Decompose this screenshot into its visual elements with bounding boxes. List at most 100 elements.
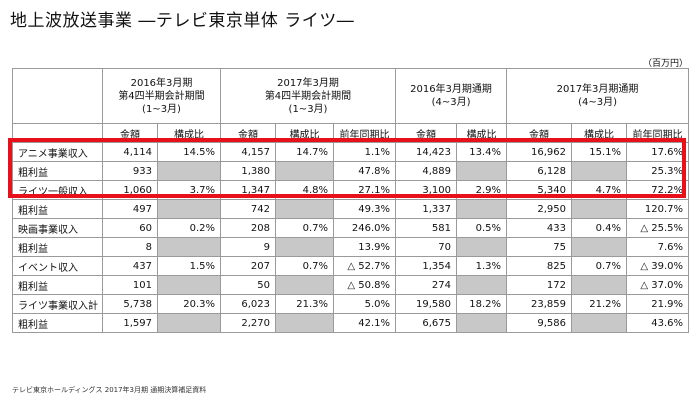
- cell-p2r: [275, 275, 334, 295]
- period-header-2: 2017年3月期 第4四半期会計期間 (1~3月): [219, 68, 397, 124]
- cell-p2a: 2,270: [220, 313, 276, 333]
- period-header-3: 2016年3月期通期 (4~3月): [395, 68, 508, 124]
- cell-p4a: 5,340: [506, 180, 573, 200]
- cell-p4r: [571, 161, 628, 181]
- col-amount: 金額: [220, 123, 276, 143]
- cell-p1r: 1.5%: [157, 256, 221, 276]
- col-amount: 金額: [102, 123, 158, 143]
- cell-p3r: [456, 237, 508, 257]
- cell-p4r: 4.7%: [571, 180, 628, 200]
- period-header-row: 2016年3月期 第4四半期会計期間 (1~3月) 2017年3月期 第4四半期…: [12, 68, 690, 124]
- col-ratio: 構成比: [275, 123, 334, 143]
- cell-p1a: 8: [102, 237, 158, 257]
- cell-p4a: 23,859: [506, 294, 573, 314]
- cell-p4r: [571, 313, 628, 333]
- col-ratio: 構成比: [571, 123, 628, 143]
- cell-p3r: 18.2%: [456, 294, 508, 314]
- cell-p1r: 14.5%: [157, 142, 221, 162]
- row-label: 映画事業収入: [12, 218, 103, 238]
- cell-p3a: 581: [395, 218, 458, 238]
- cell-p1r: [157, 237, 221, 257]
- row-label: アニメ事業収入: [12, 142, 103, 162]
- cell-p4y: 25.3%: [626, 161, 690, 181]
- cell-p2a: 1,380: [220, 161, 276, 181]
- cell-p4a: 825: [506, 256, 573, 276]
- cell-p1a: 101: [102, 275, 158, 295]
- gross-profit-row: 粗利益 933 1,380 47.8% 4,889 6,128 25.3%: [12, 161, 690, 181]
- cell-p2r: 21.3%: [275, 294, 334, 314]
- cell-p2r: 4.8%: [275, 180, 334, 200]
- table-body: アニメ事業収入 4,114 14.5% 4,157 14.7% 1.1% 14,423 13.…: [12, 142, 690, 333]
- col-yoy: 前年同期比: [332, 123, 397, 143]
- page-title: 地上波放送事業 ―テレビ東京単体 ライツ―: [10, 11, 355, 31]
- cell-p3a: 3,100: [395, 180, 458, 200]
- cell-p2y: 49.3%: [332, 199, 397, 219]
- financial-table: 2016年3月期 第4四半期会計期間 (1~3月) 2017年3月期 第4四半期…: [12, 68, 690, 333]
- cell-p4a: 16,962: [506, 142, 573, 162]
- cell-p2y: △ 52.7%: [332, 256, 397, 276]
- cell-p4r: 15.1%: [571, 142, 628, 162]
- cell-p4r: 21.2%: [571, 294, 628, 314]
- cell-p1r: 0.2%: [157, 218, 221, 238]
- cell-p2a: 1,347: [220, 180, 276, 200]
- cell-p3r: 0.5%: [456, 218, 508, 238]
- cell-p4r: 0.4%: [571, 218, 628, 238]
- cell-p2r: [275, 237, 334, 257]
- column-header-row: 金額 構成比 金額 構成比 前年同期比 金額 構成比 金額 構成比 前年同期比: [12, 123, 690, 143]
- cell-p3a: 1,354: [395, 256, 458, 276]
- row-label: ライツ一般収入: [12, 180, 103, 200]
- cell-p1a: 497: [102, 199, 158, 219]
- row-label: 粗利益: [12, 161, 103, 181]
- cell-p4y: 7.6%: [626, 237, 690, 257]
- cell-p4y: △ 25.5%: [626, 218, 690, 238]
- cell-p2y: 27.1%: [332, 180, 397, 200]
- cell-p2y: 1.1%: [332, 142, 397, 162]
- cell-p4a: 2,950: [506, 199, 573, 219]
- revenue-row: ライツ事業収入計 5,738 20.3% 6,023 21.3% 5.0% 19,580 18…: [12, 294, 690, 314]
- revenue-row: ライツ一般収入 1,060 3.7% 1,347 4.8% 27.1% 3,100 2.9% 5…: [12, 180, 690, 200]
- revenue-row: アニメ事業収入 4,114 14.5% 4,157 14.7% 1.1% 14,423 13.…: [12, 142, 690, 162]
- cell-p2r: [275, 199, 334, 219]
- cell-p1r: [157, 199, 221, 219]
- cell-p1a: 1,060: [102, 180, 158, 200]
- revenue-row: 映画事業収入 60 0.2% 208 0.7% 246.0% 581 0.5% 433 0.4% △…: [12, 218, 690, 238]
- cell-p1r: [157, 275, 221, 295]
- gross-profit-row: 粗利益 101 50 △ 50.8% 274 172 △ 37.0%: [12, 275, 690, 295]
- cell-p1a: 4,114: [102, 142, 158, 162]
- cell-p3r: 13.4%: [456, 142, 508, 162]
- period-header-4: 2017年3月期通期 (4~3月): [506, 68, 690, 124]
- cell-p3a: 1,337: [395, 199, 458, 219]
- row-label: 粗利益: [12, 313, 103, 333]
- unit-label: （百万円）: [642, 59, 688, 69]
- cell-p2a: 6,023: [220, 294, 276, 314]
- row-label: 粗利益: [12, 199, 103, 219]
- gross-profit-row: 粗利益 497 742 49.3% 1,337 2,950 120.7%: [12, 199, 690, 219]
- col-ratio: 構成比: [157, 123, 221, 143]
- cell-p2r: 0.7%: [275, 218, 334, 238]
- cell-p4r: [571, 199, 628, 219]
- cell-p1r: 3.7%: [157, 180, 221, 200]
- cell-p3r: [456, 199, 508, 219]
- col-amount: 金額: [395, 123, 458, 143]
- cell-p1a: 1,597: [102, 313, 158, 333]
- row-label: 粗利益: [12, 275, 103, 295]
- cell-p3a: 14,423: [395, 142, 458, 162]
- cell-p2r: 0.7%: [275, 256, 334, 276]
- cell-p1a: 933: [102, 161, 158, 181]
- cell-p4r: [571, 237, 628, 257]
- cell-p3r: [456, 275, 508, 295]
- col-yoy: 前年同期比: [626, 123, 690, 143]
- col-ratio: 構成比: [456, 123, 508, 143]
- cell-p2y: 5.0%: [332, 294, 397, 314]
- cell-p2r: [275, 313, 334, 333]
- row-label: 粗利益: [12, 237, 103, 257]
- cell-p4a: 433: [506, 218, 573, 238]
- cell-p4y: 43.6%: [626, 313, 690, 333]
- cell-p2y: 47.8%: [332, 161, 397, 181]
- cell-p2r: [275, 161, 334, 181]
- cell-p3a: 19,580: [395, 294, 458, 314]
- cell-p2r: 14.7%: [275, 142, 334, 162]
- cell-p3a: 4,889: [395, 161, 458, 181]
- cell-p3r: 1.3%: [456, 256, 508, 276]
- cell-p2a: 50: [220, 275, 276, 295]
